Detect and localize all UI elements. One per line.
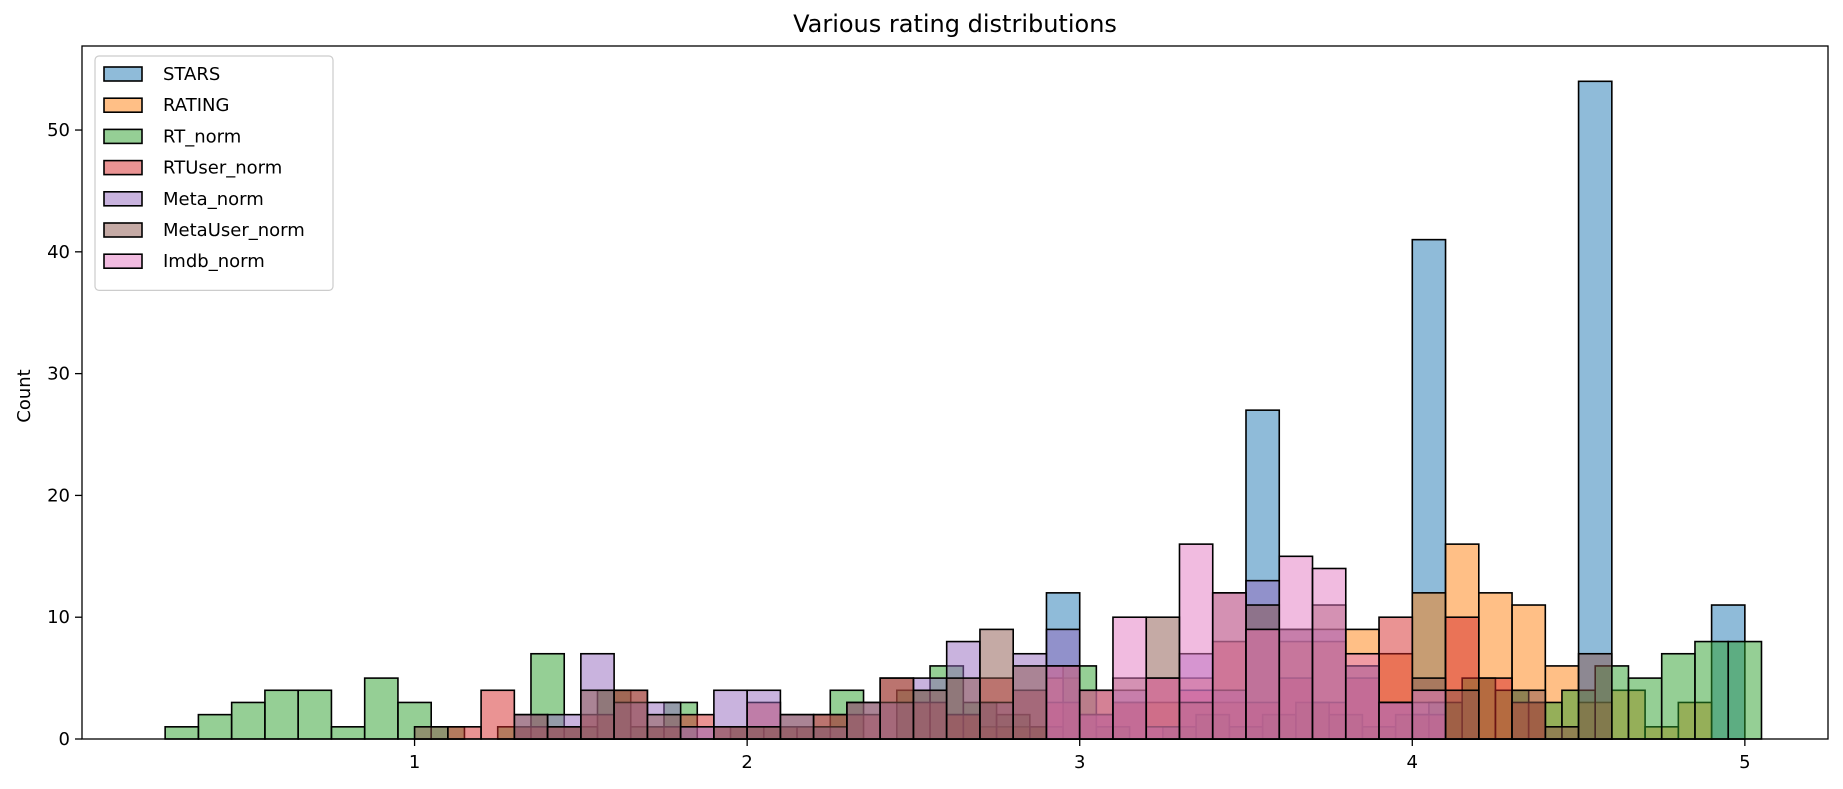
bar-rt-norm [363, 677, 399, 740]
bar-metauser-norm [945, 677, 981, 740]
bar-rt-norm [264, 689, 299, 740]
y-axis-label: Count [14, 369, 35, 422]
bar-rt-norm [197, 713, 233, 740]
bar-metauser-norm [879, 677, 915, 740]
bar-rt-norm [164, 726, 200, 740]
bar-metauser-norm [413, 726, 449, 740]
bar-imdb-norm [1378, 701, 1414, 740]
bar-imdb-norm [1112, 616, 1148, 740]
bar-metauser-norm [1577, 652, 1613, 740]
bar-imdb-norm [1411, 689, 1447, 740]
bar-rt-norm [1694, 640, 1730, 740]
y-tick-label: 10 [47, 607, 70, 628]
legend: STARS RATING RT_norm RTUser_norm Meta_norm Me… [94, 55, 334, 291]
bar-metauser-norm [779, 713, 815, 740]
bar-metauser-norm [979, 628, 1015, 740]
y-tick-label: 0 [59, 729, 70, 750]
bar-stars [1577, 80, 1613, 740]
legend-swatch-meta-norm [103, 191, 143, 207]
x-tick-label: 4 [1407, 752, 1418, 773]
bar-metauser-norm [713, 726, 748, 740]
bar-imdb-norm [1045, 665, 1081, 740]
bar-rt-norm [1627, 677, 1663, 740]
legend-swatch-imdb-norm [103, 253, 143, 269]
histogram-bars [164, 80, 1763, 740]
legend-swatch-metauser-norm [103, 222, 143, 238]
legend-label-meta-norm: Meta_norm [163, 189, 264, 210]
bar-metauser-norm [646, 713, 682, 740]
y-tick-label: 50 [47, 120, 70, 141]
bar-metauser-norm [546, 726, 582, 740]
bar-rtuser-norm [480, 689, 516, 740]
bar-rt-norm [230, 701, 266, 740]
legend-swatch-rt-norm [103, 128, 143, 145]
legend-label-metauser-norm: MetaUser_norm [163, 220, 305, 241]
bar-imdb-norm [1145, 677, 1181, 740]
legend-label-rt-norm: RT_norm [163, 126, 241, 147]
bar-imdb-norm [1278, 555, 1314, 740]
x-tick-label: 2 [741, 752, 752, 773]
series-imdb-norm [1045, 543, 1447, 740]
bar-imdb-norm [1245, 628, 1281, 740]
legend-swatch-rating [103, 97, 143, 113]
bar-metauser-norm [1511, 689, 1547, 740]
bar-metauser-norm [912, 689, 948, 740]
bar-imdb-norm [1311, 567, 1347, 740]
legend-label-imdb-norm: Imdb_norm [163, 251, 265, 272]
bar-rtuser-norm [1478, 677, 1513, 740]
legend-swatch-stars [103, 66, 143, 82]
bar-metauser-norm [812, 713, 848, 740]
x-tick-label: 1 [409, 752, 420, 773]
bar-rt-norm [1727, 640, 1763, 740]
x-tick-label: 3 [1074, 752, 1085, 773]
y-tick-label: 40 [47, 242, 70, 263]
legend-frame [94, 55, 334, 291]
legend-label-stars: STARS [163, 64, 220, 85]
bar-metauser-norm [613, 689, 649, 740]
bar-imdb-norm [1211, 592, 1247, 740]
bar-metauser-norm [1544, 726, 1580, 740]
y-tick-label: 30 [47, 364, 70, 385]
bar-metauser-norm [513, 713, 549, 740]
plot-frame [81, 45, 1829, 740]
bar-metauser-norm [846, 701, 881, 740]
bar-metauser-norm [1012, 665, 1048, 740]
bar-rt-norm [297, 689, 333, 740]
bar-metauser-norm [580, 689, 615, 740]
bar-rtuser-norm [447, 726, 482, 740]
y-tick-label: 20 [47, 485, 70, 506]
bar-imdb-norm [1078, 689, 1114, 740]
bar-metauser-norm [1444, 689, 1480, 740]
legend-label-rtuser-norm: RTUser_norm [163, 158, 282, 179]
bar-imdb-norm [1344, 652, 1380, 740]
bar-imdb-norm [1178, 543, 1214, 740]
legend-label-rating: RATING [163, 95, 229, 116]
x-tick-label: 5 [1739, 752, 1750, 773]
legend-swatch-rtuser-norm [103, 159, 143, 176]
bar-metauser-norm [746, 726, 782, 740]
chart-title: Various rating distributions [793, 10, 1117, 38]
bar-rt-norm [330, 726, 366, 740]
bar-rt-norm [1660, 652, 1696, 740]
bar-meta-norm [679, 726, 715, 740]
